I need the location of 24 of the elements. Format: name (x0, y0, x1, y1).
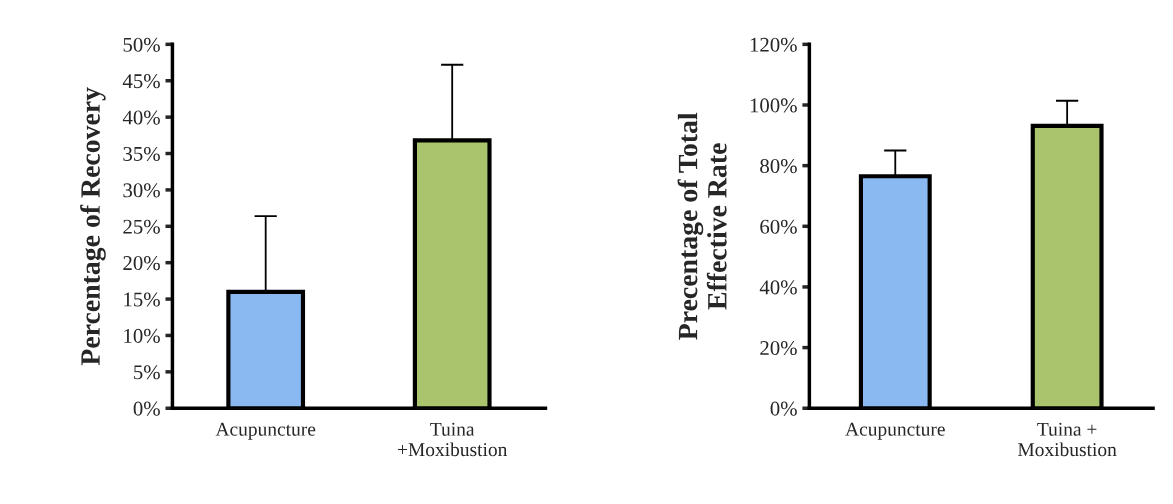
y-tick-label: 50% (123, 37, 160, 52)
x-tick-label: Acupuncture (215, 422, 316, 440)
y-tick-label: 0% (770, 401, 797, 416)
y-tick-label: 20% (123, 256, 160, 271)
x-tick-label: Tuina + Moxibustion (1018, 422, 1117, 457)
y-tick-label: 60% (760, 219, 797, 234)
y-tick-label: 120% (750, 37, 797, 52)
y-tick-label: 40% (122, 110, 160, 125)
x-tick-label: Tuina +Moxibustion (397, 422, 508, 457)
y-tick-label: 15% (124, 292, 160, 307)
y-tick-label: 45% (122, 74, 160, 89)
y-tick-label: 25% (123, 219, 160, 234)
x-tick-label: Acupuncture (845, 422, 945, 440)
y-tick-label: 80% (760, 159, 797, 174)
y-tick-label: 0% (133, 401, 160, 416)
y-tick-label: 30% (123, 183, 160, 198)
y-tick-label: 40% (759, 280, 797, 295)
y-tick-label: 5% (134, 365, 160, 380)
y-tick-label: 20% (760, 340, 797, 356)
y-tick-label: 10% (124, 328, 160, 343)
y-axis-title: Precentage of Total Effective Rate (677, 112, 727, 340)
y-axis-title: Percentage of Recovery (80, 87, 106, 366)
y-tick-label: 35% (123, 146, 160, 162)
y-tick-label: 100% (750, 98, 797, 113)
